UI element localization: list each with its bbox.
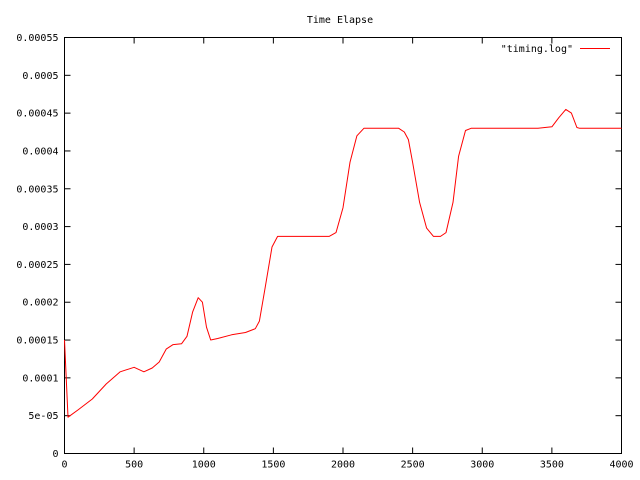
y-tick-label: 0.0005	[22, 71, 58, 82]
y-tick-label: 0.0004	[22, 146, 58, 157]
y-tick-label: 0.0002	[22, 298, 58, 309]
x-tick-label: 500	[125, 460, 143, 471]
x-tick-label: 1500	[261, 460, 285, 471]
y-tick-label: 0.00055	[16, 33, 58, 44]
y-tick-label: 0	[52, 449, 58, 460]
legend: "timing.log"	[501, 44, 610, 55]
y-tick-label: 0.00015	[16, 336, 58, 347]
chart-title: Time Elapse	[307, 15, 373, 26]
x-tick-label: 1000	[192, 460, 216, 471]
y-tick-label: 0.00025	[16, 260, 58, 271]
legend-label: "timing.log"	[501, 44, 573, 55]
y-tick-label: 0.00045	[16, 109, 58, 120]
series-line	[64, 108, 622, 418]
y-tick-label: 0.0001	[22, 373, 58, 384]
x-tick-label: 3000	[470, 460, 494, 471]
plot-frame	[64, 37, 622, 454]
series-layer	[64, 108, 622, 418]
x-tick-label: 0	[61, 460, 67, 471]
x-tick-label: 3500	[540, 460, 564, 471]
y-tick-label: 5e-05	[28, 411, 58, 422]
y-tick-label: 0.0003	[22, 222, 58, 233]
x-tick-label: 4000	[609, 460, 633, 471]
x-tick-label: 2500	[401, 460, 425, 471]
y-tick-label: 0.00035	[16, 184, 58, 195]
axis-layer: 0 500 1000 1500 2000 2500 3000 3500 4000 0 5e-05 0.…	[16, 33, 633, 471]
x-tick-label: 2000	[331, 460, 355, 471]
